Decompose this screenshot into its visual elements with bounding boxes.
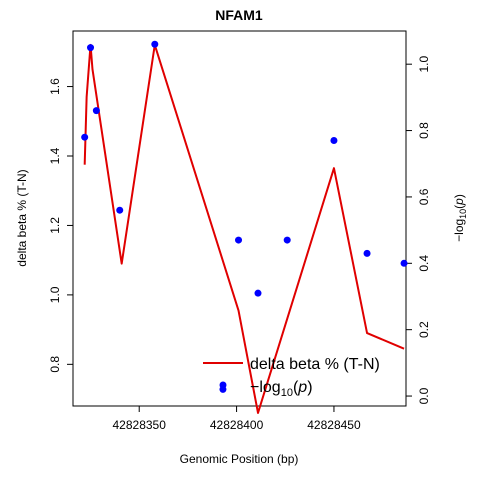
- legend-log-sub: 10: [281, 387, 293, 399]
- legend-log-arg: p: [297, 379, 307, 396]
- legend-log-open: (: [293, 379, 299, 396]
- x-tick-label: 42828400: [210, 418, 264, 432]
- legend-log-close: ): [307, 379, 312, 396]
- y2-axis-label: −log10(p): [452, 194, 468, 242]
- y2-tick-label: 0.6: [417, 188, 431, 205]
- y2-tick-label: 0.8: [417, 122, 431, 139]
- p-value-point: [151, 40, 159, 48]
- y2-axis-label-prefix: −log: [452, 219, 466, 242]
- legend-item-neg-log10-p: −log10(p): [250, 379, 313, 399]
- y2-axis: 0.0 0.2 0.4 0.6 0.8 1.0: [406, 56, 431, 404]
- y-tick-label: 1.0: [48, 286, 62, 303]
- p-value-point: [81, 133, 89, 141]
- y2-tick-label: 1.0: [417, 56, 431, 73]
- legend-item-delta-beta: delta beta % (T-N): [250, 356, 380, 373]
- legend-point-swatch: [219, 381, 227, 389]
- p-value-point: [254, 289, 262, 297]
- x-tick-label: 42828450: [307, 418, 361, 432]
- y-tick-label: 1.2: [48, 217, 62, 234]
- p-value-point: [400, 259, 408, 267]
- p-value-point: [283, 236, 291, 244]
- x-axis: 42828350 42828400 42828450: [113, 406, 361, 432]
- legend: delta beta % (T-N) −log10(p): [203, 356, 380, 399]
- p-value-point: [92, 107, 100, 115]
- y2-tick-label: 0.2: [417, 321, 431, 338]
- y2-axis-label-close: ): [452, 194, 466, 198]
- x-tick-label: 42828350: [113, 418, 167, 432]
- p-value-point: [363, 249, 371, 257]
- y2-axis-label-sub: 10: [458, 209, 468, 219]
- p-value-point: [116, 206, 124, 214]
- legend-log-prefix: −log: [250, 379, 281, 396]
- chart-title: NFAM1: [215, 7, 263, 23]
- y-tick-label: 1.6: [48, 78, 62, 95]
- y-tick-label: 1.4: [48, 147, 62, 164]
- y-tick-label: 0.8: [48, 356, 62, 373]
- p-value-point: [87, 44, 95, 52]
- y-axis: 0.8 1.0 1.2 1.4 1.6: [48, 78, 73, 373]
- p-value-point: [235, 236, 243, 244]
- y2-tick-label: 0.0: [417, 387, 431, 404]
- x-axis-label: Genomic Position (bp): [180, 452, 299, 466]
- y2-tick-label: 0.4: [417, 255, 431, 272]
- plot-frame: [72, 30, 407, 407]
- y2-axis-label-arg: p: [452, 198, 466, 206]
- y2-axis-label-open: (: [452, 205, 466, 209]
- y-axis-label: delta beta % (T-N): [15, 169, 29, 266]
- p-value-point: [330, 137, 338, 145]
